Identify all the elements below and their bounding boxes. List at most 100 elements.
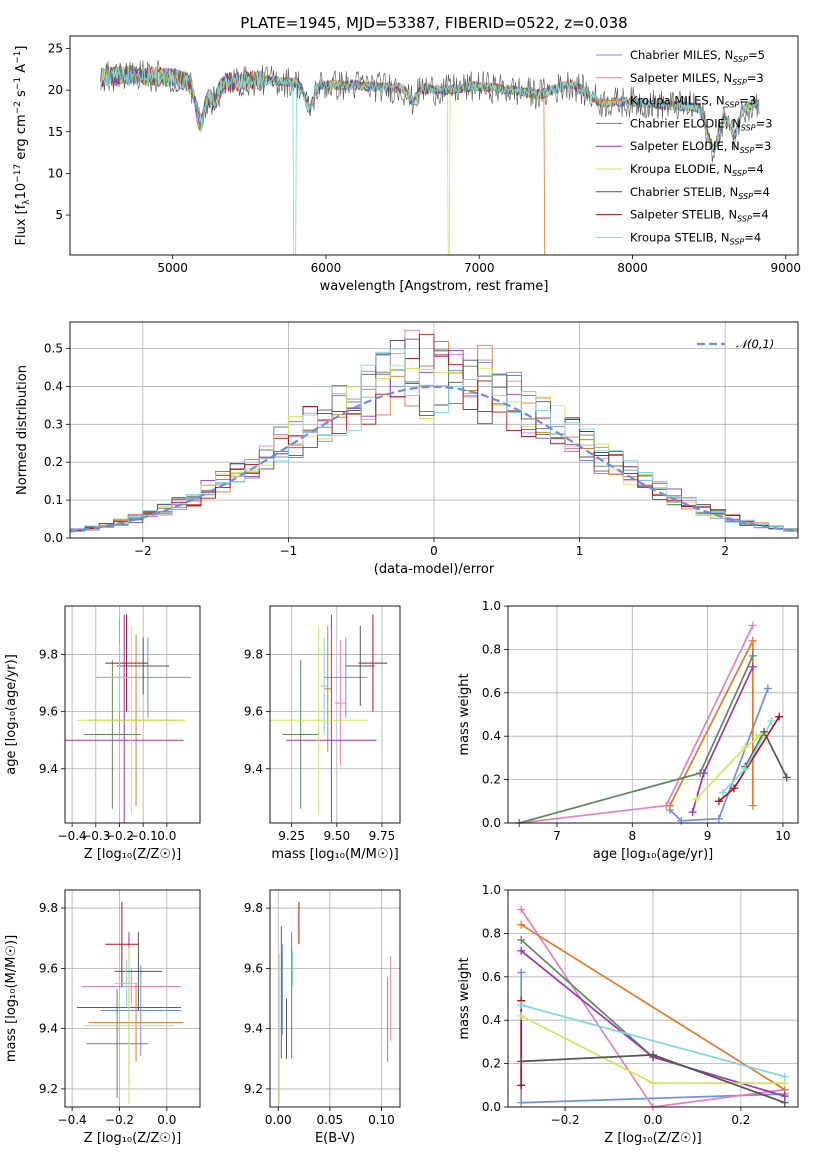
- axes-mass_vs_Z: −0.4 −0.2 0.0 9.2 9.4 9.6 9.8 Z [log₁₀(Z/Z☉)] ma…: [4, 889, 201, 1146]
- legend-subscript: SSP: [738, 192, 753, 201]
- x-axis-label: Z [log₁₀(Z/Z☉)]: [84, 847, 181, 862]
- y-tick-label: 0.1: [44, 493, 63, 507]
- weight-marker-salpeter_stelib: [714, 797, 723, 806]
- legend-subscript: SSP: [730, 237, 745, 246]
- y-axis-label: mass weight: [457, 673, 472, 755]
- x-tick-label: 7: [553, 829, 561, 843]
- y-tick-label: 10: [48, 166, 63, 180]
- legend-text: Chabrier MILES, N: [630, 48, 733, 62]
- y-tick-label: 0.6: [482, 970, 501, 984]
- y-label-part: erg cm: [14, 114, 29, 163]
- weight-marker-chabrier_stelib: [760, 727, 769, 736]
- weight-marker-salpeter_elodie: [748, 662, 757, 671]
- x-axis-label: age [log₁₀(age/yr)]: [593, 847, 714, 862]
- weight-marker-kroupa_miles: [748, 636, 757, 645]
- y-tick-label: 9.8: [244, 901, 263, 915]
- legend-subscript: SSP: [725, 101, 740, 110]
- x-tick-label: 7000: [464, 261, 495, 275]
- weight-marker-chabrier_miles: [517, 968, 526, 977]
- x-tick-label: −0.1: [129, 829, 158, 843]
- weight-line-chabrier_elodie: [520, 939, 654, 1058]
- axes-age_vs_mass: 9.25 9.50 9.75 9.4 9.6 9.8 mass [log₁₀(M/M☉)]: [244, 605, 401, 862]
- y-tick-label: 9.6: [244, 961, 263, 975]
- legend-subscript: SSP: [740, 146, 755, 155]
- legend-label-gauss: 𝒩(0,1): [736, 337, 774, 351]
- x-tick-label: −0.2: [105, 1113, 134, 1127]
- legend-text: =5: [748, 48, 765, 62]
- y-axis-label: mass [log₁₀(M/M☉)]: [4, 935, 19, 1062]
- legend-label: Chabrier ELODIE, NSSP=3: [630, 116, 772, 132]
- weight-marker-chabrier_elodie: [517, 935, 526, 944]
- y-tick-label: 9.6: [39, 705, 58, 719]
- legend-text: =3: [739, 94, 756, 108]
- weight-marker-kroupa_elodie: [517, 1011, 526, 1020]
- axes-mass_vs_ebv: 0.00 0.05 0.10 9.2 9.4 9.6 9.8 E(B-V): [244, 889, 401, 1146]
- weight-marker-kroupa_elodie: [692, 795, 701, 804]
- x-tick-label: −1: [280, 544, 298, 558]
- x-tick-label: −2: [134, 544, 152, 558]
- y-tick-label: 9.8: [39, 901, 58, 915]
- y-tick-label: 0.4: [482, 1013, 501, 1027]
- y-tick-label: 0.5: [44, 342, 63, 356]
- legend-label: Salpeter MILES, NSSP=3: [630, 71, 764, 87]
- legend-text: Chabrier ELODIE, N: [630, 116, 741, 130]
- weight-marker-chabrier_stelib: [517, 1057, 526, 1066]
- weight-marker-salpeter_miles: [748, 621, 757, 630]
- weight-marker-chabrier_miles: [677, 816, 686, 825]
- x-tick-label: −0.2: [551, 1113, 580, 1127]
- weight-marker-kroupa_stelib: [780, 1072, 789, 1081]
- weight-marker-kroupa_stelib: [718, 788, 727, 797]
- legend-text: Salpeter STELIB, N: [630, 208, 737, 222]
- y-tick-label: 9.6: [39, 961, 58, 975]
- x-tick-label: 5000: [157, 261, 188, 275]
- legend-text: =3: [747, 71, 764, 85]
- y-tick-label: 9.2: [39, 1082, 58, 1096]
- y-tick-label: 0.0: [482, 816, 501, 830]
- weight-marker-chabrier_miles: [714, 814, 723, 823]
- spectrum-line-chabrier_stelib: [100, 60, 760, 163]
- y-tick-label: 1.0: [482, 883, 501, 897]
- weight-marker-kroupa_elodie: [649, 1079, 657, 1088]
- y-axis-label: age [log₁₀(age/yr)]: [4, 654, 19, 775]
- axes-frame: [269, 605, 401, 824]
- legend-text: Kroupa MILES, N: [630, 94, 725, 108]
- legend-subscript: SSP: [737, 215, 752, 224]
- x-tick-label: 10: [775, 829, 790, 843]
- legend: Chabrier MILES, N SSP =5 Salpeter MILES, NS…: [596, 48, 772, 246]
- x-tick-label: 0.0: [157, 829, 176, 843]
- legend-text: Salpeter ELODIE, N: [630, 139, 740, 153]
- weight-marker-chabrier_elodie: [748, 651, 757, 660]
- x-tick-label: 0.00: [265, 1113, 292, 1127]
- weight-marker-chabrier_miles: [763, 684, 772, 693]
- y-axis-label: Normed distribution: [15, 365, 30, 495]
- y-label-part: 10: [14, 183, 29, 200]
- y-tick-label: 9.4: [39, 1022, 58, 1036]
- weight-marker-salpeter_stelib: [775, 712, 784, 721]
- weight-marker-kroupa_stelib: [517, 1001, 526, 1010]
- y-tick-label: 0.0: [44, 531, 63, 545]
- x-tick-label: −0.4: [58, 829, 87, 843]
- spectrum-line-kroupa_stelib: [100, 66, 760, 255]
- hist-step-kroupa_stelib: [70, 348, 798, 530]
- axes-frame: [69, 35, 799, 256]
- hist-step-salpeter_elodie: [70, 338, 798, 532]
- axes-age_vs_Z: −0.4−0.3−0.2−0.1 0.0 9.4 9.6 9.8 Z [log₁₀(Z/Z…: [4, 605, 201, 862]
- y-label-part: Flux [f: [14, 204, 29, 245]
- legend-text: =4: [752, 208, 769, 222]
- y-tick-label: 9.8: [39, 648, 58, 662]
- y-tick-label: 9.4: [244, 762, 263, 776]
- weight-line-kroupa_miles: [520, 923, 786, 1091]
- x-tick-label: 8: [628, 829, 636, 843]
- weight-marker-kroupa_elodie: [741, 743, 750, 752]
- legend-label: Salpeter STELIB, NSSP=4: [630, 208, 769, 224]
- axes-frame: [69, 321, 799, 539]
- x-axis-label: (data-model)/error: [374, 562, 495, 577]
- x-axis-label: E(B-V): [315, 1131, 355, 1146]
- plot-area-age_vs_Z: [65, 614, 191, 823]
- x-tick-label: 0.10: [368, 1113, 395, 1127]
- axes-frame: [269, 889, 401, 1108]
- y-label-part: A: [14, 64, 29, 77]
- legend-text: Kroupa STELIB, N: [630, 230, 730, 244]
